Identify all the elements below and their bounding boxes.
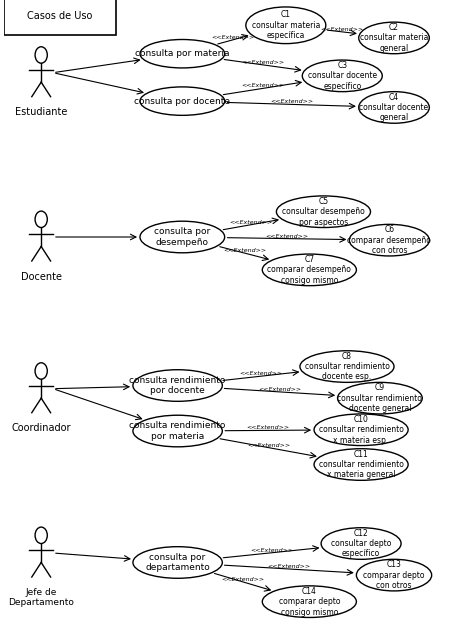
Text: <<Extend>>: <<Extend>> (265, 234, 309, 239)
Ellipse shape (140, 221, 225, 253)
Text: <<Extend>>: <<Extend>> (221, 577, 264, 582)
Text: C14
comparar depto
consigo mismo: C14 comparar depto consigo mismo (279, 586, 340, 617)
Text: C4
consultar docente
general: C4 consultar docente general (359, 92, 428, 123)
Text: C10
consultar rendimiento
x materia esp.: C10 consultar rendimiento x materia esp. (319, 415, 403, 445)
Text: consulta rendimiento
por docente: consulta rendimiento por docente (129, 376, 226, 395)
Circle shape (35, 363, 47, 379)
Text: C7
comparar desempeño
consigo mismo: C7 comparar desempeño consigo mismo (267, 255, 351, 285)
Text: C11
consultar rendimiento
x materia general: C11 consultar rendimiento x materia gene… (319, 449, 403, 480)
Text: Docente: Docente (21, 272, 62, 282)
Text: consulta por
desempeño: consulta por desempeño (154, 228, 210, 246)
Ellipse shape (140, 87, 225, 116)
Ellipse shape (133, 370, 222, 401)
Ellipse shape (262, 586, 356, 617)
Ellipse shape (359, 92, 429, 123)
Text: <<Extend>>: <<Extend>> (258, 387, 301, 392)
Text: Jefe de
Departamento: Jefe de Departamento (8, 588, 74, 607)
Ellipse shape (300, 351, 394, 382)
Ellipse shape (314, 414, 408, 446)
Text: consulta rendimiento
por materia: consulta rendimiento por materia (129, 422, 226, 441)
Text: C12
consultar depto
específico: C12 consultar depto específico (331, 528, 391, 559)
Circle shape (35, 47, 47, 63)
Ellipse shape (337, 382, 422, 414)
Text: Casos de Uso: Casos de Uso (27, 11, 93, 21)
Ellipse shape (133, 415, 222, 447)
Circle shape (35, 211, 47, 228)
Text: C9
consultar rendimiento
docente general: C9 consultar rendimiento docente general (337, 383, 422, 413)
Text: <<Extend>>: <<Extend>> (240, 371, 283, 376)
Text: C3
consultar docente
específico: C3 consultar docente específico (308, 61, 377, 91)
Text: Coordinador: Coordinador (11, 423, 71, 434)
Text: consulta por docente: consulta por docente (134, 97, 230, 106)
Ellipse shape (133, 547, 222, 578)
Ellipse shape (262, 254, 356, 286)
Ellipse shape (349, 224, 429, 256)
Text: C6
comparar desempeño
con otros: C6 comparar desempeño con otros (347, 225, 431, 255)
Text: C1
consultar materia
específica: C1 consultar materia específica (252, 10, 320, 40)
Circle shape (35, 527, 47, 544)
Text: C5
consultar desempeño
por aspectos: C5 consultar desempeño por aspectos (282, 197, 365, 227)
Text: consulta por
departamento: consulta por departamento (145, 553, 210, 572)
Text: <<Extend>>: <<Extend>> (247, 442, 290, 447)
Ellipse shape (356, 559, 432, 591)
Ellipse shape (359, 22, 429, 54)
Text: <<Extend>>: <<Extend>> (212, 35, 255, 40)
Text: Estudiante: Estudiante (15, 107, 67, 118)
Ellipse shape (140, 39, 225, 68)
Ellipse shape (302, 60, 382, 92)
Text: <<Extend>>: <<Extend>> (223, 248, 266, 253)
Text: <<Extend>>: <<Extend>> (246, 425, 290, 430)
Text: consulta por materia: consulta por materia (135, 49, 229, 58)
Ellipse shape (314, 449, 408, 480)
Ellipse shape (276, 196, 371, 228)
Text: <<Extend>>: <<Extend>> (241, 83, 284, 88)
Ellipse shape (246, 7, 326, 44)
Text: <<Extend>>: <<Extend>> (321, 27, 364, 32)
Ellipse shape (321, 528, 401, 559)
Text: C2
consultar materia
general: C2 consultar materia general (360, 23, 428, 53)
Text: <<Extend>>: <<Extend>> (270, 99, 313, 104)
Text: C8
consultar rendimiento
docente esp.: C8 consultar rendimiento docente esp. (304, 351, 390, 382)
Text: C13
comparar depto
con otros: C13 comparar depto con otros (363, 560, 425, 590)
Text: <<Extend>>: <<Extend>> (250, 548, 293, 553)
Text: <<Extend>>: <<Extend>> (241, 60, 284, 65)
Text: <<Extend>>: <<Extend>> (268, 564, 311, 569)
Text: <<Extend>>: <<Extend>> (230, 220, 273, 224)
FancyBboxPatch shape (3, 0, 117, 35)
